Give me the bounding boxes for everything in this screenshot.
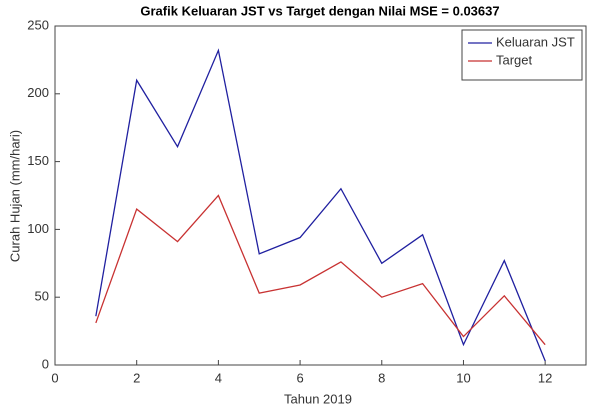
y-tick-label: 250: [27, 17, 49, 32]
legend-label: Target: [496, 52, 533, 67]
y-tick-label: 50: [35, 289, 49, 304]
y-tick-label: 150: [27, 153, 49, 168]
y-tick-label: 100: [27, 221, 49, 236]
x-axis-label: Tahun 2019: [284, 391, 352, 406]
data-line: [95, 194, 546, 346]
legend-label: Keluaran JST: [496, 34, 575, 49]
chart-title: Grafik Keluaran JST vs Target dengan Nil…: [140, 3, 499, 18]
x-tick-label: 10: [456, 370, 470, 385]
legend-box: [461, 29, 583, 81]
x-tick-label: 0: [51, 370, 58, 385]
x-tick-label: 8: [378, 370, 385, 385]
x-tick-label: 4: [215, 370, 222, 385]
y-tick-label: 0: [42, 356, 49, 371]
plot-area: [54, 25, 587, 366]
x-tick-label: 6: [296, 370, 303, 385]
y-tick-label: 200: [27, 85, 49, 100]
x-tick-label: 2: [133, 370, 140, 385]
y-axis-label: Curah Hujan (mm/hari): [7, 130, 22, 262]
x-tick-label: 12: [538, 370, 552, 385]
